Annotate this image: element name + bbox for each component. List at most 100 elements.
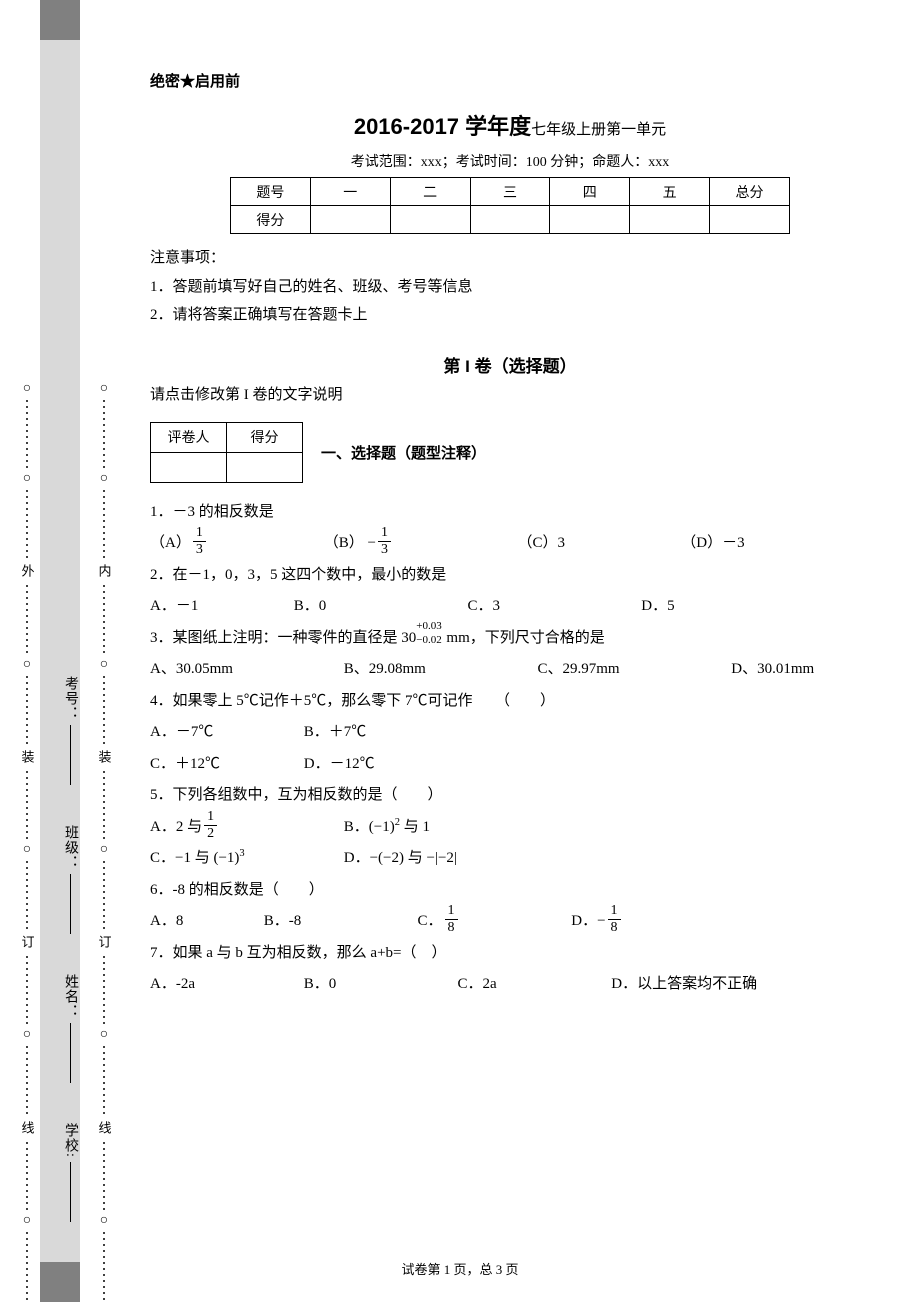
scorer-header: 得分 [227,422,303,452]
q4-options-row2: C．＋12℃ D．－12℃ [150,749,870,781]
bind-label: 内 [95,560,114,583]
q3-opt-a: A、30.05mm [150,654,340,686]
field-name: 姓名： [60,974,80,1083]
q4: 4．如果零上 5℃记作＋5℃，那么零下 7℃可记作 （ ） [150,686,870,718]
q3: 3．某图纸上注明：一种零件的直径是 30+0.03−0.02 mm，下列尺寸合格… [150,623,870,655]
note-line: 2．请将答案正确填写在答题卡上 [150,301,870,330]
q1-opt-c: （C）3 [518,528,678,560]
q6-options: A．8 B．-8 C．18 D．−18 [150,906,870,938]
score-table: 题号 一 二 三 四 五 总分 得分 [230,177,790,234]
exam-page: 绝密★启用前 2016-2017 学年度七年级上册第一单元 考试范围：xxx；考… [150,70,870,1001]
bind-label: 线 [18,1117,37,1140]
circle-icon: ○ [23,656,31,674]
q1-opt-a: （A）13 [150,528,320,560]
scorer-table: 评卷人 得分 [150,422,303,483]
q1-opt-b: （B） −13 [324,528,514,560]
student-info-column: 学校: 姓名： 班级： 考号： [60,420,80,1222]
q1-options: （A）13 （B） −13 （C）3 （D）－3 [150,528,870,560]
circle-icon: ○ [23,1026,31,1044]
notes-block: 注意事项： 1．答题前填写好自己的姓名、班级、考号等信息 2．请将答案正确填写在… [150,244,870,330]
notes-title: 注意事项： [150,244,870,273]
q4-opt-d: D．－12℃ [304,749,375,781]
circle-icon: ○ [100,470,108,488]
q6-opt-d: D．−18 [571,906,622,938]
meta-line: 考试范围：xxx；考试时间：100 分钟；命题人：xxx [150,151,870,171]
score-header: 一 [310,178,390,206]
circle-icon: ○ [100,1212,108,1230]
heading-one: 一、选择题（题型注释） [321,442,486,463]
q5-opt-c: C．−1 与 (−1)3 [150,843,340,875]
bind-label: 装 [95,746,114,769]
field-class: 班级： [60,825,80,934]
q4-opt-c: C．＋12℃ [150,749,300,781]
q5-opt-d: D．−(−2) 与 −|−2| [344,843,457,875]
q2-opt-d: D．5 [641,591,674,623]
q6-opt-b: B．-8 [264,906,414,938]
score-header: 四 [550,178,630,206]
q6: 6．-8 的相反数是（ ） [150,875,870,907]
q7-opt-a: A．-2a [150,969,300,1001]
note-line: 1．答题前填写好自己的姓名、班级、考号等信息 [150,273,870,302]
score-header: 总分 [710,178,790,206]
q2: 2．在－1，0，3，5 这四个数中，最小的数是 [150,560,870,592]
q3-options: A、30.05mm B、29.08mm C、29.97mm D、30.01mm [150,654,870,686]
score-header: 题号 [231,178,311,206]
circle-icon: ○ [100,1026,108,1044]
q3-opt-c: C、29.97mm [538,654,728,686]
score-row-label: 得分 [231,206,311,234]
score-header: 三 [470,178,550,206]
bind-label: 订 [95,931,114,954]
circle-icon: ○ [23,380,31,398]
title-row: 2016-2017 学年度七年级上册第一单元 [150,109,870,141]
q1-opt-d: （D）－3 [681,528,744,560]
q7-options: A．-2a B．0 C．2a D．以上答案均不正确 [150,969,870,1001]
table-row: 得分 [231,206,790,234]
bind-label: 外 [18,560,37,583]
q7-opt-c: C．2a [458,969,608,1001]
q2-opt-a: A．－1 [150,591,290,623]
q3-opt-d: D、30.01mm [731,654,814,686]
circle-icon: ○ [100,841,108,859]
gutter-top-dark [40,0,80,40]
scorer-header: 评卷人 [151,422,227,452]
circle-icon: ○ [23,841,31,859]
q2-options: A．－1 B．0 C．3 D．5 [150,591,870,623]
scorer-row: 评卷人 得分 一、选择题（题型注释） [150,422,870,483]
q5-options-row1: A．2 与12 B．(−1)2 与 1 [150,812,870,844]
circle-icon: ○ [100,656,108,674]
q6-opt-a: A．8 [150,906,260,938]
binding-outer: ○ ○ 外 ○ 装 ○ 订 ○ 线 ○ [20,380,34,1302]
q4-options-row1: A．－7℃ B．＋7℃ [150,717,870,749]
confidential-label: 绝密★启用前 [150,70,870,91]
q4-opt-b: B．＋7℃ [304,717,367,749]
title-sub: 七年级上册第一单元 [531,122,666,138]
page-footer: 试卷第 1 页，总 3 页 [0,1259,920,1278]
score-header: 五 [630,178,710,206]
q5-opt-a: A．2 与12 [150,812,340,844]
section1-desc: 请点击修改第 I 卷的文字说明 [150,383,870,404]
bind-label: 装 [18,746,37,769]
circle-icon: ○ [100,380,108,398]
q5-opt-b: B．(−1)2 与 1 [344,812,430,844]
questions: 1．－3 的相反数是 （A）13 （B） −13 （C）3 （D）－3 2．在－… [150,497,870,1001]
section1-title: 第 I 卷（选择题） [150,352,870,377]
table-row: 题号 一 二 三 四 五 总分 [231,178,790,206]
q7-opt-b: B．0 [304,969,454,1001]
score-header: 二 [390,178,470,206]
q2-opt-b: B．0 [294,591,464,623]
q2-opt-c: C．3 [468,591,638,623]
q7-opt-d: D．以上答案均不正确 [611,969,757,1001]
q3-opt-b: B、29.08mm [344,654,534,686]
field-school: 学校: [60,1123,80,1222]
q5: 5．下列各组数中，互为相反数的是（ ） [150,780,870,812]
bind-label: 线 [95,1117,114,1140]
circle-icon: ○ [23,1212,31,1230]
binding-inner: ○ ○ 内 ○ 装 ○ 订 ○ 线 ○ [97,380,111,1302]
q6-opt-c: C．18 [418,906,568,938]
bind-label: 订 [18,931,37,954]
title-main: 2016-2017 学年度 [354,114,531,139]
field-id: 考号： [60,676,80,785]
q1: 1．－3 的相反数是 [150,497,870,529]
q7: 7．如果 a 与 b 互为相反数，那么 a+b=（ ） [150,938,870,970]
q5-options-row2: C．−1 与 (−1)3 D．−(−2) 与 −|−2| [150,843,870,875]
